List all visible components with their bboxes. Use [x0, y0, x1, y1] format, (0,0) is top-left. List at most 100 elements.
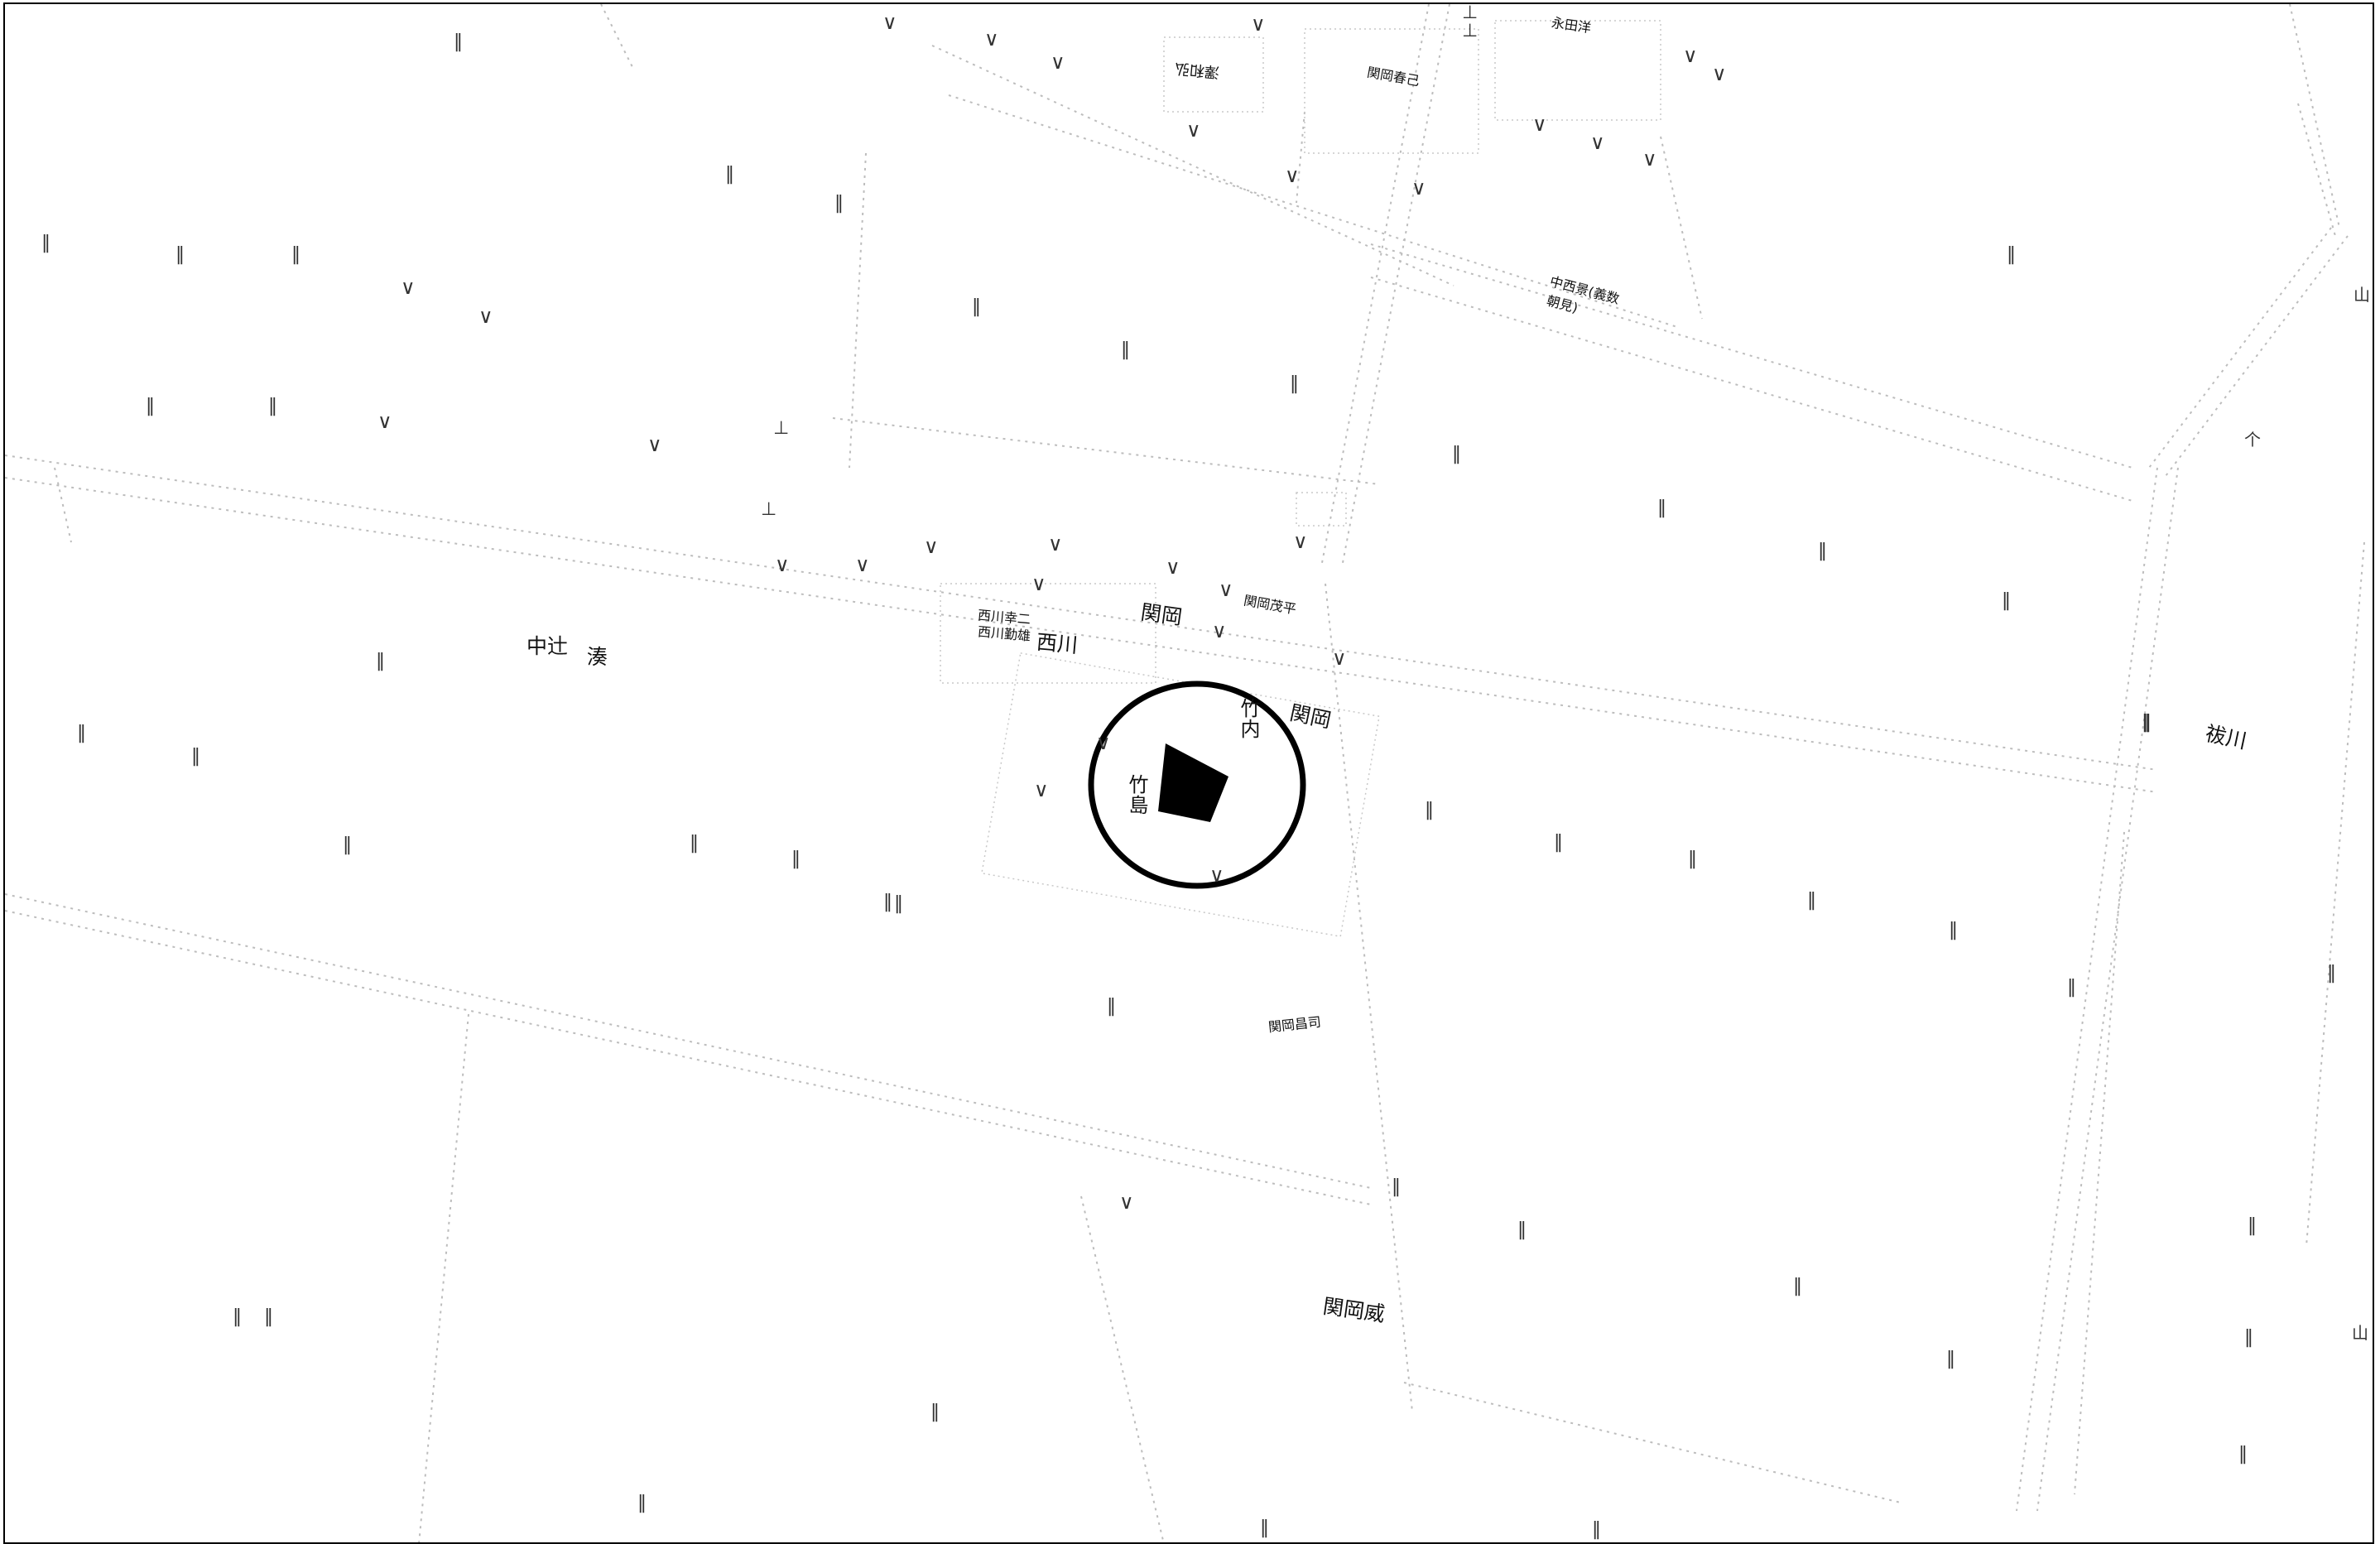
paddy-symbol: ‖ [1592, 1519, 1601, 1540]
paddy-symbol: ‖ [1517, 1219, 1527, 1240]
paddy-symbol: ‖ [883, 892, 892, 912]
paddy-symbol: ‖ [2067, 977, 2076, 998]
road-line [2016, 467, 2158, 1512]
paddy-symbol: ‖ [175, 244, 185, 265]
paddy-symbol: ‖ [191, 746, 200, 767]
field-symbol: ∨ [1712, 62, 1727, 85]
paddy-symbol: ‖ [930, 1402, 940, 1422]
label-sawa-kazuhiro: 澤和弘 [1174, 59, 1220, 81]
map-canvas[interactable] [5, 4, 2374, 1544]
paddy-symbol: ‖ [376, 651, 385, 671]
field-symbol: ∨ [1119, 1190, 1134, 1214]
paddy-symbol: ‖ [454, 31, 463, 52]
label-takeshima: 竹島 [1125, 774, 1148, 815]
settlement-outline [1494, 20, 1661, 121]
field-symbol: ∨ [647, 433, 662, 456]
label-takeuchi: 竹内 [1237, 698, 1260, 739]
paddy-symbol: ‖ [690, 833, 699, 854]
label-sekioka: 関岡 [1139, 599, 1184, 630]
road-line [1370, 277, 2133, 502]
field-symbol: ∨ [1209, 863, 1224, 887]
road-line [5, 893, 1372, 1189]
field-symbol: ∨ [1251, 12, 1266, 36]
paddy-symbol: ‖ [146, 396, 155, 416]
shrine-symbol: ⊥ [773, 418, 790, 439]
settlement-outline [1304, 28, 1479, 154]
paddy-symbol: ‖ [1425, 800, 1434, 820]
field-symbol: ∨ [924, 535, 939, 558]
paddy-symbol: ‖ [2248, 1215, 2257, 1236]
road-line [1660, 136, 1703, 320]
road-line [1325, 583, 1413, 1412]
settlement-outline [1163, 36, 1264, 113]
paddy-symbol: ‖ [1290, 373, 1299, 394]
paddy-symbol: ‖ [791, 849, 801, 869]
field-symbol: ∨ [882, 11, 897, 34]
road-line [1403, 1382, 1902, 1503]
paddy-symbol: ‖ [1107, 996, 1116, 1017]
field-symbol: ∨ [775, 553, 790, 576]
road-line [948, 94, 1678, 328]
paddy-symbol: ‖ [834, 193, 844, 214]
paddy-symbol: ‖ [291, 244, 301, 265]
road-line [832, 417, 1380, 485]
field-symbol: ∨ [1096, 731, 1111, 754]
orchard-symbol: 个 [2244, 430, 2261, 450]
paddy-symbol: ‖ [1452, 444, 1461, 464]
paddy-symbol: ‖ [1949, 920, 1958, 940]
paddy-symbol: ‖ [1121, 339, 1130, 360]
field-symbol: ∨ [1048, 532, 1063, 556]
paddy-symbol: ‖ [2142, 712, 2152, 733]
road-line [54, 467, 72, 543]
label-minato: 湊 [587, 645, 608, 669]
field-symbol: ∨ [401, 276, 416, 299]
paddy-symbol: ‖ [2244, 1327, 2253, 1348]
paddy-symbol: ‖ [894, 893, 903, 914]
shrine-symbol: ⊥ [1462, 21, 1478, 41]
road-line [5, 477, 2158, 793]
field-symbol: ∨ [1411, 176, 1426, 200]
field-symbol: ∨ [1219, 578, 1233, 601]
field-symbol: ∨ [855, 553, 870, 576]
road-line [418, 1013, 469, 1542]
road-line [1296, 111, 1305, 204]
paddy-symbol: ‖ [2238, 1444, 2248, 1465]
paddy-symbol: ‖ [1688, 849, 1697, 869]
road-line [1320, 4, 1430, 568]
paddy-symbol: ‖ [1392, 1176, 1401, 1197]
field-symbol: ∨ [1642, 147, 1657, 171]
road-line [5, 910, 1372, 1205]
paddy-symbol: ‖ [725, 164, 734, 185]
road-line [2036, 467, 2179, 1512]
field-symbol: ∨ [1285, 164, 1300, 187]
paddy-symbol: ‖ [2142, 712, 2151, 733]
field-symbol: ∨ [1166, 556, 1180, 579]
paddy-symbol: ‖ [1818, 541, 1827, 561]
settlement-outline [1296, 492, 1347, 527]
field-symbol: ∨ [377, 410, 392, 433]
field-symbol: ∨ [1532, 113, 1547, 136]
field-symbol: ∨ [1186, 118, 1201, 142]
road-line [5, 455, 2158, 771]
field-symbol: ∨ [478, 305, 493, 328]
paddy-symbol: ‖ [264, 1306, 273, 1327]
paddy-symbol: ‖ [2007, 244, 2016, 265]
field-symbol: ∨ [1683, 44, 1698, 67]
paddy-symbol: ‖ [233, 1306, 242, 1327]
label-nishikawa: 西川 [1035, 629, 1079, 658]
paddy-symbol: ‖ [2002, 590, 2011, 611]
settlement-outline [981, 652, 1380, 938]
settlement-outline [940, 583, 1156, 684]
paddy-symbol: ‖ [268, 396, 277, 416]
map-frame[interactable]: 中辻 湊 関岡 関岡 西川 西川幸二 西川勤雄 関岡茂平 竹内 竹島 祓川 関岡… [3, 2, 2374, 1544]
paddy-symbol: ‖ [1807, 890, 1816, 911]
paddy-symbol: ‖ [41, 233, 50, 253]
paddy-symbol: ‖ [1657, 498, 1666, 518]
field-symbol: ∨ [1034, 778, 1049, 801]
road-line [1341, 4, 1450, 568]
field-symbol: ∨ [1590, 131, 1605, 154]
paddy-symbol: ‖ [2327, 963, 2336, 984]
paddy-symbol: ‖ [77, 723, 86, 743]
paddy-symbol: ‖ [972, 296, 981, 317]
target-building [1158, 743, 1228, 822]
